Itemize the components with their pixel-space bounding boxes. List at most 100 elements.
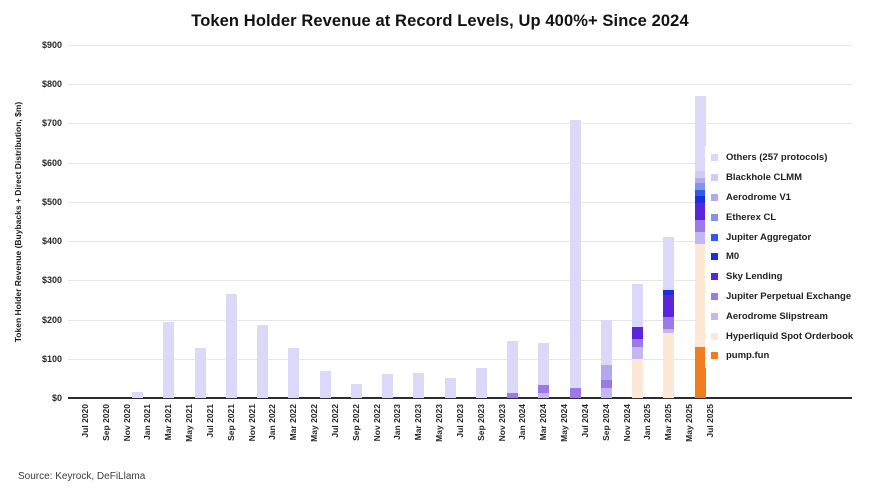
bar-segment: [694, 347, 706, 398]
legend-label: M0: [726, 251, 740, 263]
legend: Others (257 protocols) Blackhole CLMM Aero…: [705, 146, 858, 368]
bar-segment: [694, 196, 706, 204]
x-tick-label: Nov 2022: [371, 404, 382, 442]
legend-item: Jupiter Perpetual Exchange: [711, 287, 853, 307]
gridline: [68, 84, 852, 86]
bar-segment: [694, 243, 706, 347]
gridline: [68, 241, 852, 243]
bar-segment: [663, 333, 675, 398]
bar-segment: [600, 380, 612, 389]
x-tick-label: Mar 2023: [413, 404, 424, 441]
gridline: [68, 358, 852, 360]
legend-swatch-icon: [711, 193, 718, 201]
x-tick-label: Nov 2024: [621, 404, 632, 442]
y-tick-label: $900: [41, 40, 62, 50]
bar-segment: [194, 347, 206, 398]
bar-segment: [694, 219, 706, 233]
gridline: [68, 280, 852, 282]
x-tick-label: Jan 2024: [517, 404, 528, 440]
legend-swatch-icon: [711, 292, 718, 300]
y-tick-label: $400: [41, 236, 62, 247]
legend-label: Hyperliquid Spot Orderbook: [726, 330, 854, 342]
bar-segment: [569, 119, 581, 389]
bar-segment: [288, 347, 300, 398]
legend-label: Sky Lending: [726, 271, 783, 283]
y-axis-label: Token Holder Revenue (Buybacks + Direct …: [13, 101, 23, 343]
bar-segment: [538, 384, 550, 393]
x-tick-label: Jan 2022: [267, 404, 278, 440]
bar-segment: [507, 341, 518, 393]
y-tick-label: $800: [41, 79, 62, 90]
gridline: [68, 123, 852, 125]
y-tick-label: $500: [41, 196, 62, 207]
bar-segment: [600, 319, 612, 365]
bar-segment: [350, 384, 362, 398]
x-tick-label: Jan 2025: [642, 404, 653, 440]
bar-segment: [663, 317, 675, 329]
legend-label: Jupiter Perpetual Exchange: [726, 290, 852, 302]
legend-item: Sky Lending: [711, 267, 853, 287]
legend-item: Hyperliquid Spot Orderbook: [711, 326, 853, 346]
bar-segment: [632, 359, 643, 398]
gridline: [68, 162, 852, 164]
legend-label: pump.fun: [726, 350, 770, 362]
legend-label: Etherex CL: [726, 211, 777, 223]
y-tick-label: $300: [41, 275, 62, 286]
bar-segment: [694, 232, 706, 244]
x-tick-label: Sep 2022: [350, 404, 361, 441]
bar-segment: [694, 177, 706, 184]
bar-segment: [694, 95, 706, 171]
legend-swatch-icon: [711, 352, 718, 360]
bar-segment: [569, 388, 581, 398]
legend-swatch-icon: [711, 312, 718, 320]
bar-segment: [632, 284, 643, 327]
x-tick-label: Sep 2024: [600, 404, 611, 441]
bar-segment: [694, 170, 706, 178]
gridline: [68, 319, 852, 321]
x-tick-label: Jul 2020: [80, 404, 90, 438]
x-tick-label: Sep 2021: [225, 404, 236, 441]
bar-segment: [132, 392, 143, 398]
x-tick-label: Jan 2023: [392, 404, 403, 440]
x-tick-label: Jan 2021: [142, 404, 153, 440]
bar-segment: [600, 388, 612, 398]
bar-segment: [600, 364, 612, 381]
bar-segment: [225, 294, 237, 398]
legend-label: Aerodrome V1: [726, 191, 791, 203]
x-tick-label: Mar 2021: [163, 404, 174, 441]
bar-segment: [694, 203, 706, 220]
legend-swatch-icon: [711, 332, 718, 340]
x-tick-label: Jul 2022: [329, 404, 340, 438]
legend-item: Aerodrome V1: [711, 188, 853, 208]
y-tick-label: $200: [41, 314, 62, 325]
x-tick-label: Jul 2023: [454, 404, 465, 438]
bar-segment: [632, 347, 643, 360]
bar-segment: [632, 327, 643, 339]
bar-segment: [257, 325, 268, 398]
x-tick-label: May 2024: [559, 404, 570, 442]
legend-swatch-icon: [711, 174, 718, 182]
bar-segment: [663, 295, 675, 318]
bar-segment: [538, 343, 550, 385]
bar-segment: [694, 183, 706, 190]
bar-segment: [475, 367, 487, 398]
legend-label: Blackhole CLMM: [726, 172, 803, 184]
bar-segment: [538, 392, 550, 398]
legend-swatch-icon: [711, 253, 718, 261]
x-tick-label: Nov 2021: [246, 404, 257, 442]
bar-segment: [163, 321, 175, 398]
legend-item: Etherex CL: [711, 207, 853, 227]
x-tick-label: Jul 2025: [704, 404, 715, 438]
legend-swatch-icon: [711, 273, 718, 281]
legend-label: Aerodrome Slipstream: [726, 310, 828, 322]
legend-item: Others (257 protocols): [711, 148, 853, 168]
bar-segment: [382, 374, 393, 398]
legend-label: Jupiter Aggregator: [726, 231, 812, 243]
bar-segment: [413, 372, 425, 398]
x-tick-label: Mar 2024: [538, 404, 549, 441]
legend-item: Jupiter Aggregator: [711, 227, 853, 247]
bar-segment: [663, 328, 675, 334]
legend-item: M0: [711, 247, 853, 267]
y-tick-label: $600: [41, 157, 62, 168]
